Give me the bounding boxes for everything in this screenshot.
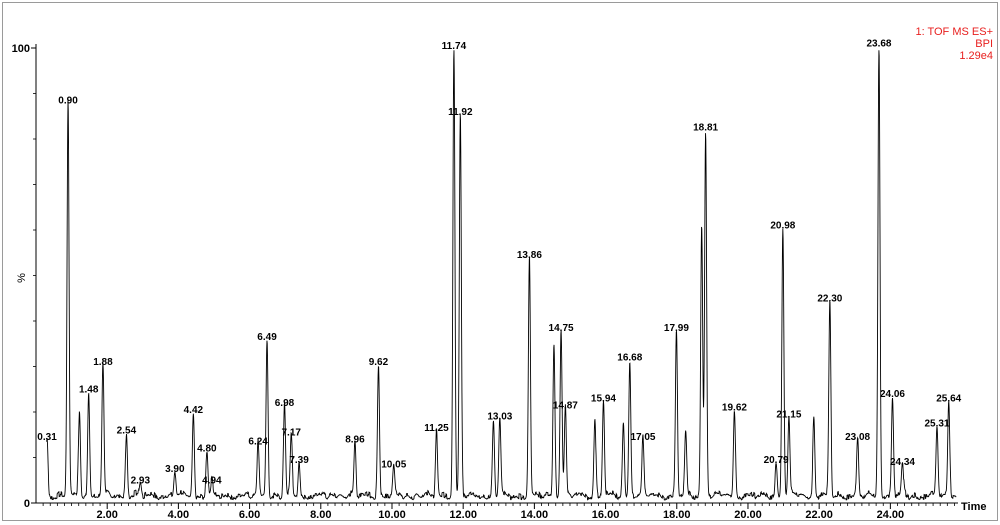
peak-label: 19.62 [722, 403, 747, 414]
x-tick-label: 12.00 [449, 509, 477, 520]
header-intensity-scale: 1.29e4 [959, 50, 993, 62]
peak-label: 13.03 [487, 412, 512, 423]
peak-label: 7.17 [282, 428, 302, 439]
peak-label: 8.96 [345, 434, 365, 445]
x-tick-label: 16.00 [592, 509, 620, 520]
x-tick-label: 2.00 [96, 509, 117, 520]
peak-label: 4.42 [184, 405, 204, 416]
peak-label: 6.98 [275, 398, 295, 409]
y-tick-label: 100 [12, 43, 30, 55]
peak-label: 2.54 [117, 425, 137, 436]
peak-label: 0.90 [58, 95, 78, 106]
chromatogram-chart: 2.00 4.00 6.00 8.00 10.00 12.00 14.00 16.00 18.0… [12, 26, 993, 521]
peak-label: 22.30 [817, 293, 842, 304]
peak-label: 11.25 [424, 423, 449, 434]
peak-label: 23.68 [866, 39, 891, 50]
peak-label: 13.86 [517, 250, 542, 261]
peak-label: 1.48 [79, 384, 99, 395]
peak-label: 11.92 [448, 107, 473, 118]
peak-label: 18.81 [693, 123, 718, 134]
peak-label: 1.88 [93, 357, 113, 368]
peak-label: 0.31 [37, 432, 57, 443]
bpi-trace [46, 50, 957, 501]
peak-label: 17.05 [630, 432, 655, 443]
y-tick-label: 0 [24, 498, 30, 510]
peak-label: 16.68 [617, 353, 642, 364]
x-tick-label: 6.00 [239, 509, 260, 520]
x-tick-label: 4.00 [168, 509, 189, 520]
x-tick-label: 14.00 [521, 509, 549, 520]
peak-label: 25.64 [936, 393, 961, 404]
peak-label: 24.06 [880, 389, 905, 400]
header-trace-type: BPI [975, 38, 993, 50]
x-tick-label: 22.00 [805, 509, 833, 520]
x-axis-label: Time [961, 501, 986, 513]
peak-label: 7.39 [289, 455, 309, 466]
peak-label: 17.99 [664, 323, 689, 334]
peak-label: 11.74 [442, 41, 467, 52]
peak-label: 25.31 [924, 418, 949, 429]
peak-label: 3.90 [165, 464, 185, 475]
peak-label: 14.87 [553, 400, 578, 411]
header-scan-mode: 1: TOF MS ES+ [915, 26, 993, 38]
x-tick-label: 8.00 [310, 509, 331, 520]
y-axis-label: % [16, 273, 28, 283]
peak-label: 6.24 [248, 437, 268, 448]
peak-label: 24.34 [890, 457, 915, 468]
peak-label: 20.79 [764, 455, 789, 466]
peak-label: 6.49 [257, 332, 277, 343]
peak-label: 15.94 [591, 393, 616, 404]
instrument-header: 1: TOF MS ES+ BPI 1.29e4 [915, 26, 993, 62]
x-tick-label: 10.00 [378, 509, 406, 520]
peak-label: 23.08 [845, 432, 870, 443]
peak-label: 9.62 [369, 357, 389, 368]
peak-label: 21.15 [776, 409, 801, 420]
x-tick-label: 24.00 [877, 509, 905, 520]
peak-label: 20.98 [770, 221, 795, 232]
x-tick-label: 20.00 [734, 509, 762, 520]
peak-label: 4.80 [197, 444, 217, 455]
x-tick-label: 18.00 [663, 509, 691, 520]
peak-label: 10.05 [381, 459, 406, 470]
peak-label: 14.75 [549, 323, 574, 334]
peak-label: 4.94 [202, 475, 222, 486]
peak-label: 2.93 [131, 475, 151, 486]
